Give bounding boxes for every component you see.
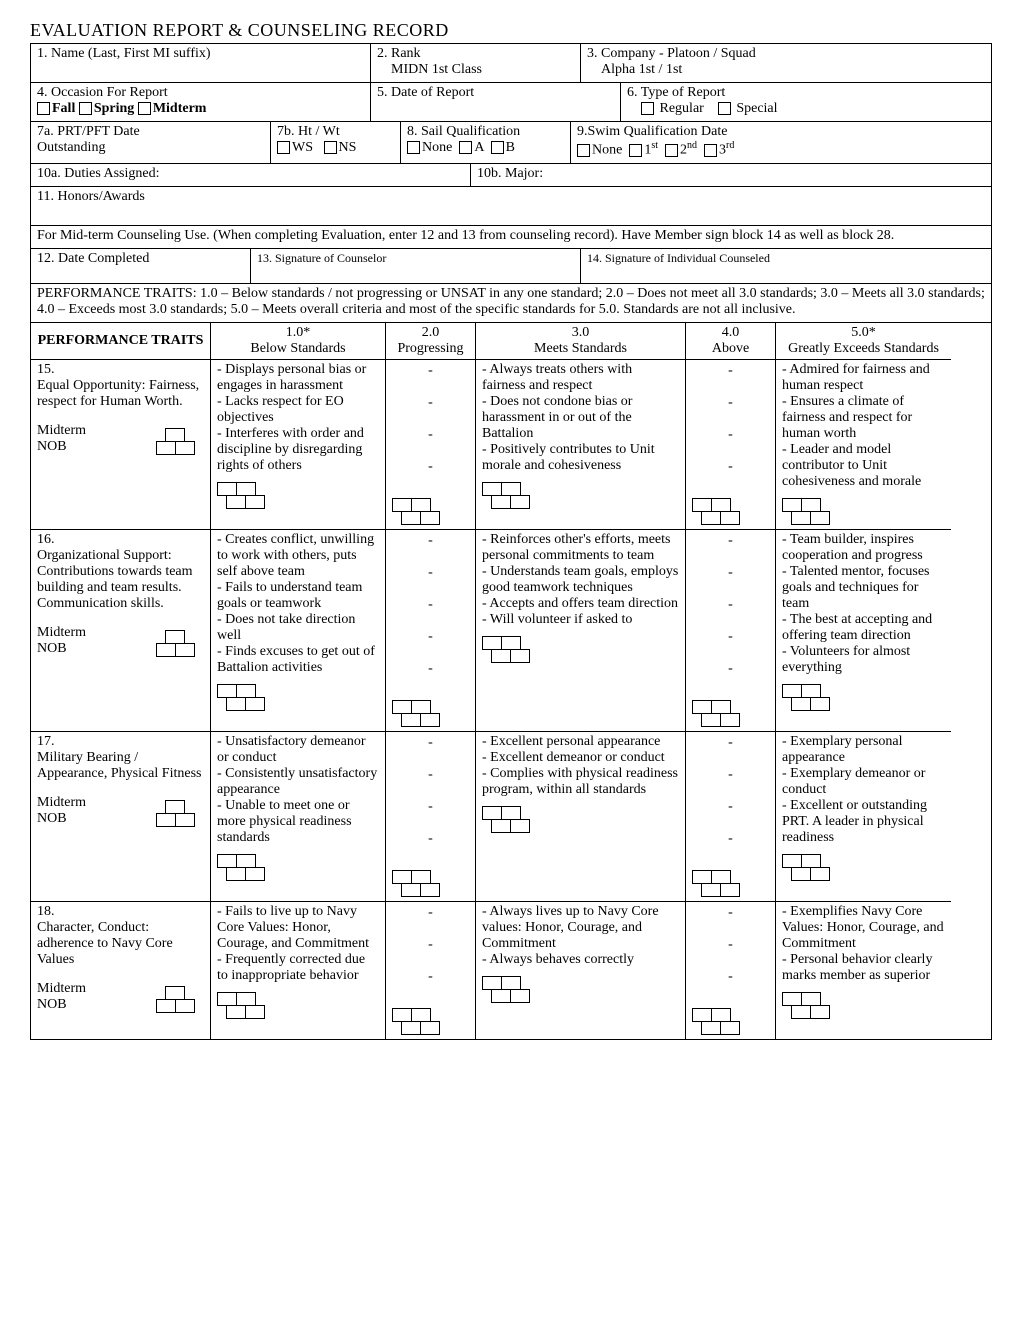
checkbox-special[interactable] <box>718 102 731 115</box>
checkbox-swim-1[interactable] <box>629 144 642 157</box>
rating-boxes[interactable] <box>217 482 379 509</box>
rating-boxes[interactable] <box>165 428 204 455</box>
midterm-label: Midterm <box>37 423 165 439</box>
rating-boxes[interactable] <box>165 986 204 1013</box>
rating-boxes[interactable] <box>692 870 731 897</box>
field-date-report: 5. Date of Report <box>371 83 621 121</box>
checkbox-spring[interactable] <box>79 102 92 115</box>
checkbox-ns[interactable] <box>324 141 337 154</box>
field-sail: 8. Sail Qualification None A B <box>401 122 571 163</box>
trait-mid: - Reinforces other's efforts, meets pers… <box>476 530 686 732</box>
trait-col-2: ---- <box>386 732 476 902</box>
rating-boxes[interactable] <box>482 636 679 663</box>
trait-label: 16.Organizational Support: Contributions… <box>31 530 211 732</box>
rating-boxes[interactable] <box>217 854 379 881</box>
trait-col-2: ---- <box>386 360 476 530</box>
checkbox-regular[interactable] <box>641 102 654 115</box>
rating-boxes[interactable] <box>782 854 945 881</box>
field-major: 10b. Major: <box>471 164 991 186</box>
trait-low: - Creates conflict, unwilling to work wi… <box>211 530 386 732</box>
trait-label: 15.Equal Opportunity: Fairness, respect … <box>31 360 211 530</box>
performance-note: PERFORMANCE TRAITS: 1.0 – Below standard… <box>31 284 991 322</box>
rating-boxes[interactable] <box>217 684 379 711</box>
trait-label: 18.Character, Conduct: adherence to Navy… <box>31 902 211 1039</box>
checkbox-sail-a[interactable] <box>459 141 472 154</box>
rating-boxes[interactable] <box>692 1008 731 1035</box>
checkbox-ws[interactable] <box>277 141 290 154</box>
trait-col-2: --- <box>386 902 476 1039</box>
pt-header-label: PERFORMANCE TRAITS <box>31 323 211 360</box>
checkbox-swim-2[interactable] <box>665 144 678 157</box>
rating-boxes[interactable] <box>782 992 945 1019</box>
page-title: EVALUATION REPORT & COUNSELING RECORD <box>30 20 990 41</box>
field-swim: 9.Swim Qualification Date None 1st 2nd 3… <box>571 122 991 163</box>
trait-high: - Exemplary personal appearance- Exempla… <box>776 732 951 902</box>
trait-mid: - Always lives up to Navy Core values: H… <box>476 902 686 1039</box>
rating-boxes[interactable] <box>165 800 204 827</box>
rating-boxes[interactable] <box>782 684 945 711</box>
checkbox-sail-none[interactable] <box>407 141 420 154</box>
checkbox-sail-b[interactable] <box>491 141 504 154</box>
field-rank: 2. Rank MIDN 1st Class <box>371 44 581 82</box>
performance-traits-grid: PERFORMANCE TRAITS 1.0*Below Standards 2… <box>31 323 991 1039</box>
field-honors: 11. Honors/Awards <box>31 187 991 225</box>
pt-header-2: 2.0Progressing <box>386 323 476 360</box>
trait-high: - Team builder, inspires cooperation and… <box>776 530 951 732</box>
pt-header-1: 1.0*Below Standards <box>211 323 386 360</box>
rating-boxes[interactable] <box>482 976 679 1003</box>
nob-label: NOB <box>37 439 165 455</box>
rating-boxes[interactable] <box>217 992 379 1019</box>
midterm-label: Midterm <box>37 981 165 997</box>
rating-boxes[interactable] <box>392 498 431 525</box>
rating-boxes[interactable] <box>692 700 731 727</box>
rating-boxes[interactable] <box>165 630 204 657</box>
pt-header-5: 5.0*Greatly Exceeds Standards <box>776 323 951 360</box>
midterm-label: Midterm <box>37 625 165 641</box>
rating-boxes[interactable] <box>482 806 679 833</box>
field-company: 3. Company - Platoon / Squad Alpha 1st /… <box>581 44 991 82</box>
trait-col-4: ---- <box>686 360 776 530</box>
trait-low: - Fails to live up to Navy Core Values: … <box>211 902 386 1039</box>
pt-header-4: 4.0Above <box>686 323 776 360</box>
field-occasion: 4. Occasion For Report Fall Spring Midte… <box>31 83 371 121</box>
trait-col-4: --- <box>686 902 776 1039</box>
form-table: 1. Name (Last, First MI suffix) 2. Rank … <box>30 43 992 1040</box>
rating-boxes[interactable] <box>692 498 731 525</box>
field-sig-individual: 14. Signature of Individual Counseled <box>581 249 991 283</box>
field-name: 1. Name (Last, First MI suffix) <box>31 44 371 82</box>
midterm-label: Midterm <box>37 795 165 811</box>
trait-col-4: ---- <box>686 732 776 902</box>
rating-boxes[interactable] <box>392 700 431 727</box>
trait-col-2: ----- <box>386 530 476 732</box>
checkbox-swim-3[interactable] <box>704 144 717 157</box>
field-prt: 7a. PRT/PFT Date Outstanding <box>31 122 271 163</box>
rating-boxes[interactable] <box>392 1008 431 1035</box>
rating-boxes[interactable] <box>482 482 679 509</box>
field-date-completed: 12. Date Completed <box>31 249 251 283</box>
field-sig-counselor: 13. Signature of Counselor <box>251 249 581 283</box>
nob-label: NOB <box>37 641 165 657</box>
midterm-note: For Mid-term Counseling Use. (When compl… <box>31 226 991 248</box>
trait-low: - Unsatisfactory demeanor or conduct- Co… <box>211 732 386 902</box>
trait-col-4: ----- <box>686 530 776 732</box>
checkbox-midterm[interactable] <box>138 102 151 115</box>
field-type-report: 6. Type of Report Regular Special <box>621 83 991 121</box>
pt-header-3: 3.0Meets Standards <box>476 323 686 360</box>
trait-mid: - Excellent personal appearance- Excelle… <box>476 732 686 902</box>
trait-high: - Admired for fairness and human respect… <box>776 360 951 530</box>
checkbox-swim-none[interactable] <box>577 144 590 157</box>
field-htwt: 7b. Ht / Wt WS NS <box>271 122 401 163</box>
trait-label: 17.Military Bearing / Appearance, Physic… <box>31 732 211 902</box>
nob-label: NOB <box>37 811 165 827</box>
checkbox-fall[interactable] <box>37 102 50 115</box>
rating-boxes[interactable] <box>782 498 945 525</box>
trait-low: - Displays personal bias or engages in h… <box>211 360 386 530</box>
field-duties: 10a. Duties Assigned: <box>31 164 471 186</box>
trait-high: - Exemplifies Navy Core Values: Honor, C… <box>776 902 951 1039</box>
rating-boxes[interactable] <box>392 870 431 897</box>
trait-mid: - Always treats others with fairness and… <box>476 360 686 530</box>
nob-label: NOB <box>37 997 165 1013</box>
